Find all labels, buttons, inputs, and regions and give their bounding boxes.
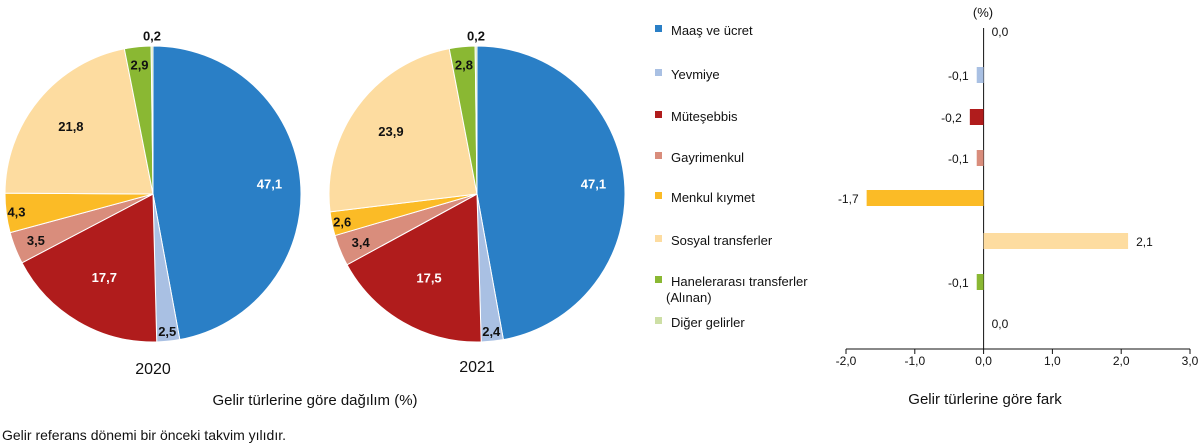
bar bbox=[976, 150, 984, 166]
x-tick-label: 0,0 bbox=[975, 354, 992, 368]
pie-data-label: 2,8 bbox=[455, 57, 473, 72]
legend-swatch bbox=[655, 276, 662, 283]
pie-data-label: 21,8 bbox=[58, 119, 83, 134]
bar bbox=[866, 190, 984, 206]
pie-data-label: 17,7 bbox=[92, 270, 117, 285]
pie-slice bbox=[346, 193, 482, 343]
legend-item: Hanelerarası transferler bbox=[671, 274, 808, 289]
bar-data-label: -0,1 bbox=[948, 69, 969, 83]
legend-swatch bbox=[655, 111, 662, 118]
legend-swatch bbox=[655, 69, 662, 76]
legend-swatch bbox=[655, 317, 662, 324]
legend-item: Yevmiye bbox=[671, 67, 720, 82]
bar bbox=[976, 67, 984, 83]
pie-data-label: 4,3 bbox=[7, 205, 25, 220]
pie-title-2021: 2021 bbox=[459, 359, 495, 376]
pie-caption: Gelir türlerine göre dağılım (%) bbox=[212, 392, 417, 409]
bar-data-label: -0,2 bbox=[941, 111, 962, 125]
bar bbox=[983, 233, 1129, 249]
legend-item: Diğer gelirler bbox=[671, 315, 745, 330]
pie-2021: 47,1 2,4 17,5 3,42,6 23,9 2,8 0,2 bbox=[328, 29, 626, 343]
bar-data-label: 0,0 bbox=[992, 317, 1009, 331]
pie-slice bbox=[4, 48, 154, 195]
pie-2020: 47,1 2,5 17,7 3,54,3 21,8 2,9 0,2 bbox=[4, 29, 302, 343]
bar-data-label: 2,1 bbox=[1136, 235, 1153, 249]
bar-chart-title: Gelir türlerine göre fark bbox=[908, 391, 1062, 408]
legend-swatch bbox=[655, 152, 662, 159]
bar bbox=[969, 109, 984, 125]
legend-item: Maaş ve ücret bbox=[671, 23, 753, 38]
legend-item-continuation: (Alınan) bbox=[666, 290, 712, 305]
unit-label: (%) bbox=[973, 5, 993, 20]
pie-slice bbox=[328, 48, 478, 213]
pie-data-label: 2,4 bbox=[482, 324, 501, 339]
legend-swatch bbox=[655, 235, 662, 242]
bar-data-label: 0,0 bbox=[992, 25, 1009, 39]
pie-data-label: 47,1 bbox=[581, 177, 606, 192]
x-tick-label: 2,0 bbox=[1113, 354, 1130, 368]
pie-data-label: 2,9 bbox=[130, 57, 148, 72]
pie-data-label: 3,4 bbox=[352, 235, 371, 250]
bar bbox=[976, 274, 984, 290]
legend-item: Gayrimenkul bbox=[671, 150, 744, 165]
pie-slice bbox=[21, 193, 158, 343]
bar-data-label: -0,1 bbox=[948, 276, 969, 290]
bar-data-label: -1,7 bbox=[838, 192, 859, 206]
pie-slice bbox=[476, 45, 626, 341]
legend-swatch bbox=[655, 192, 662, 199]
legend-item: Menkul kıymet bbox=[671, 190, 755, 205]
pie-slice bbox=[152, 45, 302, 341]
pie-data-label: 23,9 bbox=[378, 124, 403, 139]
x-tick-label: 1,0 bbox=[1044, 354, 1061, 368]
pie-data-label: 3,5 bbox=[27, 233, 45, 248]
pie-data-label: 2,6 bbox=[333, 215, 351, 230]
pie-slice bbox=[474, 45, 478, 195]
legend-item: Sosyal transferler bbox=[671, 233, 773, 248]
legend-swatch bbox=[655, 25, 662, 32]
legend: Maaş ve ücret Yevmiye Müteşebbis Gayrimenku… bbox=[655, 23, 808, 330]
x-tick-label: -2,0 bbox=[836, 354, 857, 368]
pie-title-2020: 2020 bbox=[135, 361, 171, 378]
pie-data-label: 0,2 bbox=[467, 29, 485, 44]
pie-data-label: 17,5 bbox=[416, 270, 441, 285]
bar-data-label: -0,1 bbox=[948, 152, 969, 166]
pie-data-label: 0,2 bbox=[143, 29, 161, 44]
pie-data-label: 47,1 bbox=[257, 176, 282, 191]
bar-chart: -2,0 -1,0 0,0 1,0 2,0 3,0 0,0 -0,1 -0,2 -0,1 -1,7 2… bbox=[836, 25, 1199, 368]
x-tick-label: -1,0 bbox=[904, 354, 925, 368]
x-tick-label: 3,0 bbox=[1182, 354, 1199, 368]
legend-item: Müteşebbis bbox=[671, 109, 738, 124]
footnote: Gelir referans dönemi bir önceki takvim … bbox=[2, 427, 286, 443]
pie-data-label: 2,5 bbox=[158, 324, 176, 339]
pie-slice bbox=[150, 45, 154, 195]
